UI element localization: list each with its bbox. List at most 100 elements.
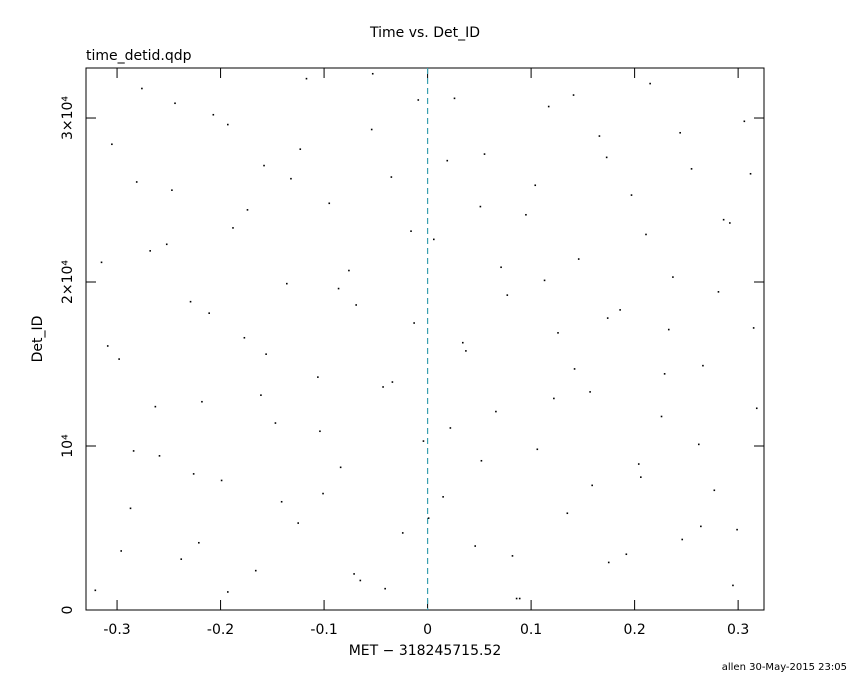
point [500,266,502,269]
point [263,164,265,167]
point [328,202,331,205]
x-axis-label: MET − 318245715.52 [349,643,502,659]
point [573,368,576,370]
point [432,238,435,241]
point [299,148,302,150]
point [700,525,702,528]
point [413,322,415,324]
point [111,143,113,146]
point [274,422,277,424]
point [442,496,444,498]
point [625,553,628,556]
point [180,558,183,560]
point [543,279,546,282]
point [286,282,288,285]
point [132,450,135,452]
point [165,243,168,246]
point [232,227,234,229]
point [681,538,684,541]
point [305,77,308,80]
point [265,353,267,355]
point [690,168,693,170]
point [384,587,386,590]
point [702,364,704,367]
point [391,381,394,383]
y-axis-label: Det_ID [30,316,46,363]
point [370,128,373,131]
x-tick-label: 0 [423,622,432,638]
point [401,532,404,534]
point [449,427,452,429]
point [672,276,674,278]
point [506,294,509,296]
point [660,415,663,418]
point [171,189,173,191]
point [317,376,319,378]
point [280,500,283,503]
point [534,184,537,187]
point [591,484,593,487]
y-tick-label: 0 [60,606,76,615]
point [736,528,738,531]
point [353,573,355,575]
point [201,400,203,403]
y-tick-label: 2×10⁴ [60,260,76,304]
point [547,105,550,108]
point [227,591,229,593]
point [479,205,482,208]
point [290,177,292,180]
point [192,473,195,475]
point [619,309,621,311]
point [649,82,651,85]
point [606,317,609,319]
point [106,345,109,347]
point [465,350,467,352]
point [566,512,569,515]
point [645,233,647,236]
point [697,443,700,446]
point [446,159,449,162]
point [518,597,521,600]
point [297,522,299,524]
point [749,172,752,175]
point [141,87,143,90]
point [322,492,324,495]
point [480,459,483,462]
point [572,94,575,96]
point [118,358,120,360]
x-tick-label: 0.2 [623,622,645,638]
point [174,102,176,105]
point [337,287,340,290]
point [598,135,601,137]
point [260,394,262,396]
x-tick-label: -0.3 [103,622,130,638]
point [189,300,192,303]
point [752,327,755,329]
point [474,545,477,547]
point [630,194,633,196]
point [254,569,257,572]
point [198,541,200,544]
point [525,213,527,216]
point [94,589,97,592]
point [120,550,122,552]
point [227,123,229,126]
y-tick-label: 3×10⁴ [60,96,76,140]
point [755,407,758,410]
plot-frame [85,67,765,611]
point [359,579,362,582]
point [149,250,151,252]
point [495,410,497,413]
point [717,291,720,293]
point [515,597,518,600]
point [129,507,132,510]
point [410,230,412,232]
point [158,455,161,457]
point [390,176,393,178]
point [427,517,430,519]
point [640,476,642,478]
point [339,466,342,469]
point [743,120,746,123]
point [382,386,384,388]
